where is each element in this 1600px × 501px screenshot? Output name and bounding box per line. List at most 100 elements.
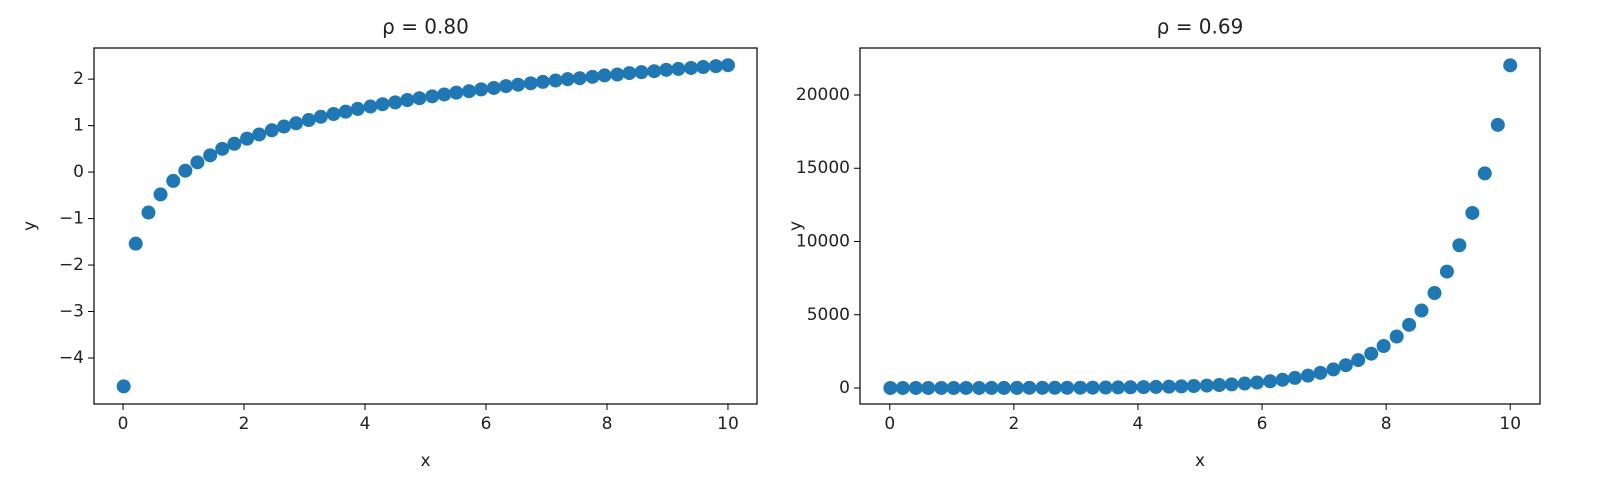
point	[1060, 380, 1075, 395]
point	[1148, 379, 1163, 394]
point	[437, 87, 452, 102]
point	[647, 64, 662, 79]
x-axis-label: x	[1195, 451, 1205, 471]
axes-frame	[93, 47, 758, 405]
point	[1085, 380, 1100, 395]
point	[1212, 378, 1227, 393]
point	[350, 101, 365, 116]
point	[1136, 380, 1151, 395]
point	[1389, 329, 1404, 344]
point	[1174, 379, 1189, 394]
point	[996, 380, 1011, 395]
x-tick-label: 8	[1381, 414, 1392, 434]
point	[560, 72, 575, 87]
point	[116, 379, 131, 394]
point	[215, 141, 230, 156]
point	[1186, 379, 1201, 394]
point	[572, 71, 587, 86]
point	[597, 68, 612, 83]
x-tick-label: 8	[602, 414, 613, 434]
point	[1199, 378, 1214, 393]
point	[921, 380, 936, 395]
point	[203, 148, 218, 163]
point	[684, 60, 699, 75]
point	[548, 73, 563, 88]
point	[984, 380, 999, 395]
point	[634, 65, 649, 80]
point	[252, 127, 267, 142]
x-tick-label: 0	[884, 414, 895, 434]
x-tick-label: 10	[1499, 414, 1521, 434]
point	[696, 60, 711, 75]
x-tick-label: 6	[1257, 414, 1268, 434]
point	[153, 187, 168, 202]
y-tick-label: 1	[73, 116, 84, 136]
point	[895, 380, 910, 395]
point	[1439, 264, 1454, 279]
point	[474, 82, 489, 97]
point	[908, 380, 923, 395]
point	[1022, 380, 1037, 395]
point	[959, 380, 974, 395]
point	[128, 236, 143, 251]
point	[166, 173, 181, 188]
point	[1338, 358, 1353, 373]
axes-frame	[859, 47, 1541, 405]
x-tick-label: 2	[239, 414, 250, 434]
x-tick-label: 4	[360, 414, 371, 434]
point	[946, 380, 961, 395]
point	[523, 76, 538, 91]
point	[622, 66, 637, 81]
point	[400, 93, 415, 108]
point	[1263, 374, 1278, 389]
point	[1490, 117, 1505, 132]
point	[1111, 380, 1126, 395]
point	[462, 84, 477, 99]
point	[301, 113, 316, 128]
point	[1503, 58, 1518, 73]
point	[227, 136, 242, 151]
point	[972, 380, 987, 395]
point	[1465, 205, 1480, 220]
point	[511, 77, 526, 92]
y-tick-label: 0	[73, 162, 84, 182]
point	[425, 89, 440, 104]
point	[264, 123, 279, 138]
point	[1098, 380, 1113, 395]
point	[276, 119, 291, 134]
point	[1161, 379, 1176, 394]
point	[178, 163, 193, 178]
point	[1224, 377, 1239, 392]
point	[326, 106, 341, 121]
point	[708, 59, 723, 74]
y-tick-label: 0	[839, 378, 850, 398]
point	[1351, 353, 1366, 368]
y-tick-label: 5000	[807, 305, 850, 325]
point	[1326, 362, 1341, 377]
point	[338, 104, 353, 119]
point	[1250, 375, 1265, 390]
point	[1477, 166, 1492, 181]
point	[671, 61, 686, 76]
point	[610, 67, 625, 82]
point	[1237, 376, 1252, 391]
y-tick-label: −3	[59, 302, 84, 322]
point	[1300, 368, 1315, 383]
point	[535, 74, 550, 89]
chart-title: ρ = 0.80	[382, 15, 469, 39]
point	[1073, 380, 1088, 395]
y-tick-label: −4	[59, 348, 84, 368]
y-tick-label: −1	[59, 209, 84, 229]
point	[289, 116, 304, 131]
x-tick-label: 10	[717, 414, 739, 434]
point	[1009, 380, 1024, 395]
point	[498, 79, 513, 94]
point	[1427, 286, 1442, 301]
point	[1414, 303, 1429, 318]
x-tick-label: 4	[1133, 414, 1144, 434]
y-tick-label: 15000	[796, 158, 850, 178]
point	[141, 205, 156, 220]
point	[375, 97, 390, 112]
point	[363, 99, 378, 114]
